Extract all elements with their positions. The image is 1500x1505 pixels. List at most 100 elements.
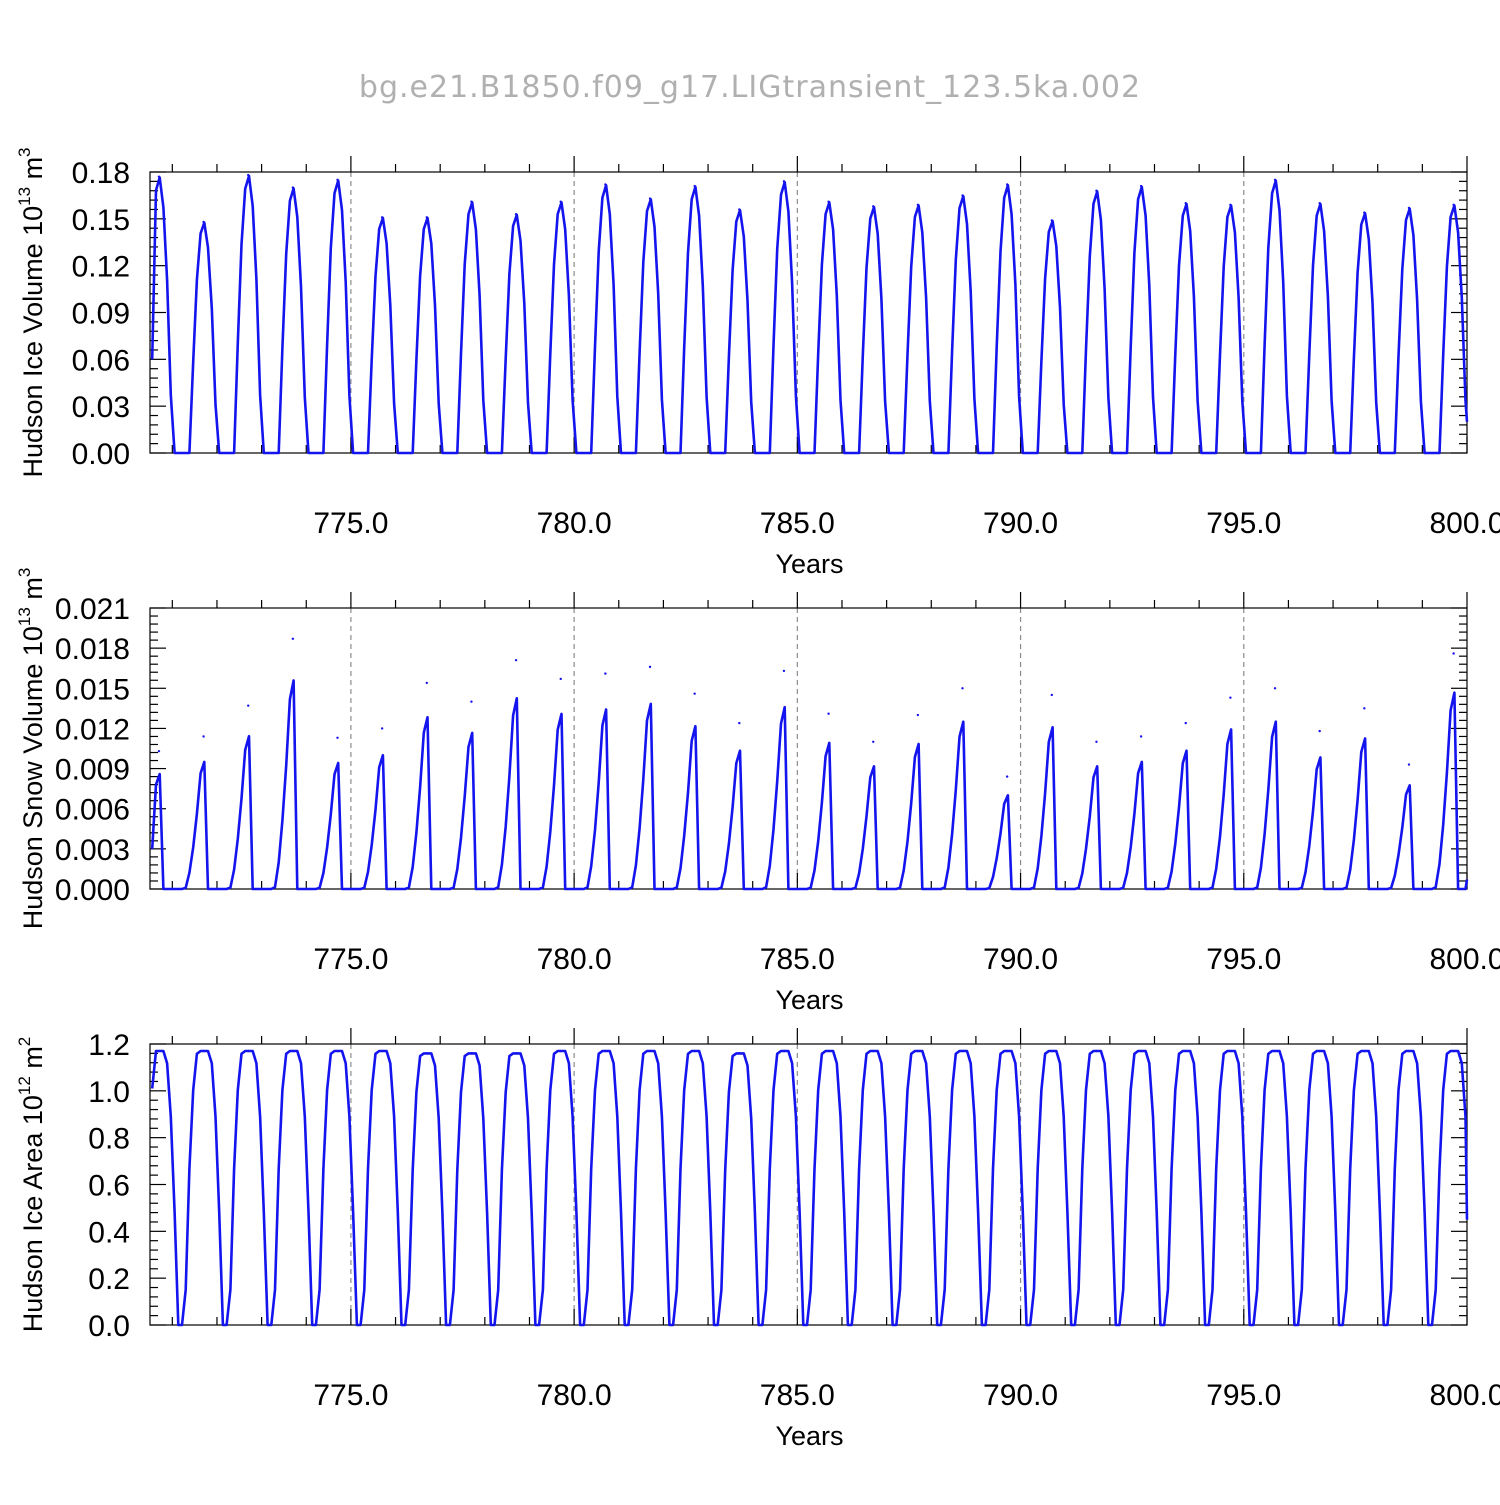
data-point	[604, 672, 607, 675]
y-axis-label: Hudson Ice Area 1012 m2	[15, 1037, 48, 1333]
data-point	[1452, 652, 1455, 655]
data-point	[291, 1049, 295, 1053]
data-point	[157, 1049, 161, 1053]
series-line	[150, 679, 1469, 891]
x-axis-label: Years	[775, 549, 843, 579]
data-point	[514, 658, 518, 662]
data-point	[648, 665, 652, 669]
x-tick-label: 795.0	[1206, 507, 1281, 540]
x-tick-label: 795.0	[1206, 943, 1281, 976]
y-tick-label: 0.06	[72, 344, 130, 377]
data-point	[738, 1052, 741, 1055]
data-point	[916, 1049, 920, 1053]
data-point	[1273, 178, 1277, 182]
data-point	[1050, 693, 1054, 697]
data-point	[514, 1052, 518, 1055]
data-point	[1184, 721, 1187, 725]
x-tick-label: 800.0	[1429, 1379, 1500, 1412]
data-point	[738, 721, 741, 725]
data-point	[916, 203, 920, 206]
data-point	[1005, 775, 1009, 778]
data-point	[1050, 1049, 1054, 1053]
data-point	[872, 205, 875, 208]
data-point	[916, 713, 920, 717]
x-axis-label: Years	[775, 1421, 843, 1451]
data-point	[425, 1052, 428, 1055]
data-point	[1452, 203, 1455, 206]
data-point	[1050, 219, 1054, 222]
y-tick-label: 0.015	[55, 673, 130, 706]
data-point	[1273, 1049, 1277, 1053]
y-tick-label: 0.8	[88, 1123, 130, 1156]
data-point	[961, 687, 964, 690]
y-tick-label: 0.00	[72, 438, 130, 471]
data-point	[1318, 202, 1321, 205]
figure-title: bg.e21.B1850.f09_g17.LIGtransient_123.5k…	[358, 70, 1142, 105]
x-tick-label: 780.0	[537, 1379, 612, 1412]
data-point	[1363, 1049, 1366, 1053]
x-tick-label: 795.0	[1206, 1379, 1281, 1412]
y-tick-label: 0.6	[88, 1170, 130, 1203]
data-point	[1229, 1049, 1232, 1053]
data-point	[380, 727, 384, 730]
data-point	[1184, 1049, 1187, 1053]
x-tick-label: 800.0	[1429, 943, 1500, 976]
data-point	[827, 1049, 830, 1053]
data-point	[1139, 184, 1143, 188]
y-tick-label: 0.006	[55, 794, 130, 827]
data-point	[738, 208, 741, 211]
x-tick-label: 790.0	[983, 943, 1058, 976]
data-point	[247, 173, 250, 177]
data-point	[1095, 740, 1098, 744]
data-point	[827, 200, 830, 203]
data-point	[336, 1049, 339, 1053]
y-tick-label: 0.03	[72, 391, 130, 424]
data-point	[559, 200, 562, 203]
data-point	[1139, 735, 1143, 738]
x-tick-label: 780.0	[537, 507, 612, 540]
y-tick-label: 0.15	[72, 204, 130, 237]
data-point	[202, 735, 205, 738]
data-point	[872, 740, 875, 744]
x-axis-label: Years	[775, 985, 843, 1015]
data-point	[247, 704, 250, 707]
data-point	[425, 681, 428, 685]
data-point	[202, 1049, 205, 1053]
y-tick-label: 1.2	[88, 1029, 130, 1062]
y-axis-label: Hudson Snow Volume 1013 m3	[15, 568, 48, 930]
data-point	[827, 712, 830, 715]
data-point	[1229, 696, 1232, 699]
data-point	[157, 749, 161, 753]
data-point	[380, 216, 384, 219]
plot-frame	[149, 607, 1468, 890]
data-point	[470, 700, 473, 703]
data-point	[425, 216, 428, 219]
data-point	[1095, 189, 1098, 192]
x-tick-label: 785.0	[760, 943, 835, 976]
data-point	[872, 1049, 875, 1053]
data-point	[202, 220, 205, 224]
data-point	[693, 184, 696, 188]
data-point	[782, 1049, 786, 1053]
x-tick-label: 785.0	[760, 1379, 835, 1412]
data-point	[291, 186, 295, 189]
data-point	[559, 677, 562, 681]
y-axis-label: Hudson Ice Volume 1013 m3	[15, 147, 48, 477]
y-tick-label: 0.003	[55, 834, 130, 867]
chart-panel-2: 775.0 780.0 785.0 790.0 795.0 800.0 Years 0.000…	[15, 568, 1500, 1015]
data-point	[380, 1049, 384, 1053]
data-point	[961, 1049, 964, 1053]
x-tick-label: 775.0	[313, 1379, 388, 1412]
data-point	[291, 637, 295, 640]
data-point	[1318, 729, 1321, 733]
x-tick-label: 775.0	[313, 943, 388, 976]
x-tick-label: 790.0	[983, 1379, 1058, 1412]
data-point	[1363, 707, 1366, 710]
y-tick-label: 0.2	[88, 1263, 130, 1296]
x-tick-label: 785.0	[760, 507, 835, 540]
data-point	[1407, 763, 1411, 766]
data-point	[693, 692, 696, 695]
chart-panel-1: 775.0 780.0 785.0 790.0 795.0 800.0 Years 0.00 0…	[15, 147, 1500, 579]
y-tick-label: 0.0	[88, 1310, 130, 1343]
